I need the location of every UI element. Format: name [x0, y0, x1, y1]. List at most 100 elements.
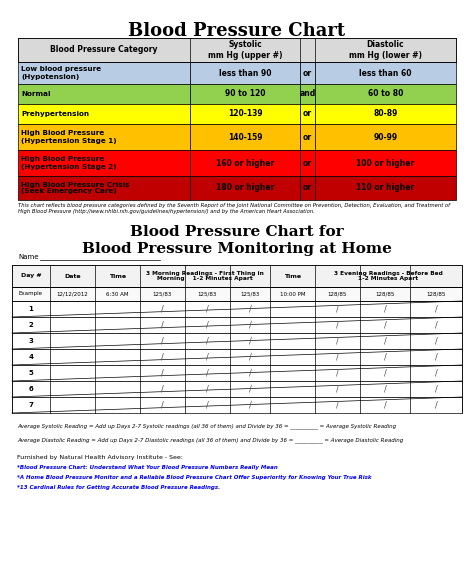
Text: /: /	[435, 336, 438, 346]
Text: 110 or higher: 110 or higher	[356, 184, 415, 192]
Text: 100 or higher: 100 or higher	[356, 158, 415, 168]
FancyBboxPatch shape	[18, 84, 190, 104]
Text: /: /	[435, 385, 438, 393]
Text: /: /	[336, 400, 339, 410]
Text: /: /	[383, 305, 386, 313]
Text: Average Diastolic Reading = Add up Days 2-7 Diastolic readings (all 36 of them) : Average Diastolic Reading = Add up Days …	[17, 437, 403, 443]
Text: /: /	[206, 369, 209, 377]
Text: *13 Cardinal Rules for Getting Accurate Blood Pressure Readings.: *13 Cardinal Rules for Getting Accurate …	[17, 485, 220, 490]
Text: or: or	[303, 158, 312, 168]
Text: /: /	[336, 353, 339, 362]
Text: *A Home Blood Pressure Monitor and a Reliable Blood Pressure Chart Offer Superio: *A Home Blood Pressure Monitor and a Rel…	[17, 475, 372, 480]
Text: /: /	[248, 353, 251, 362]
FancyBboxPatch shape	[190, 124, 300, 150]
Text: 125/83: 125/83	[198, 291, 217, 297]
Text: /: /	[383, 320, 386, 329]
Text: /: /	[248, 369, 251, 377]
FancyBboxPatch shape	[315, 176, 456, 200]
Text: /: /	[161, 320, 164, 329]
Text: /: /	[435, 369, 438, 377]
Text: 128/85: 128/85	[328, 291, 347, 297]
Text: 3 Evening Readings - Before Bed
1-2 Minutes Apart: 3 Evening Readings - Before Bed 1-2 Minu…	[334, 271, 443, 282]
Text: /: /	[383, 400, 386, 410]
Text: /: /	[383, 369, 386, 377]
Text: Blood Pressure Category: Blood Pressure Category	[50, 46, 158, 55]
FancyBboxPatch shape	[12, 301, 462, 317]
Text: High Blood Pressure
(Hypertension Stage 1): High Blood Pressure (Hypertension Stage …	[21, 131, 117, 143]
Text: /: /	[383, 353, 386, 362]
Text: 5: 5	[28, 370, 33, 376]
FancyBboxPatch shape	[18, 104, 190, 124]
FancyBboxPatch shape	[300, 104, 315, 124]
Text: /: /	[248, 336, 251, 346]
FancyBboxPatch shape	[18, 176, 190, 200]
Text: /: /	[383, 385, 386, 393]
FancyBboxPatch shape	[300, 62, 315, 84]
FancyBboxPatch shape	[190, 84, 300, 104]
Text: 6: 6	[28, 386, 33, 392]
Text: /: /	[161, 369, 164, 377]
Text: or: or	[303, 69, 312, 78]
FancyBboxPatch shape	[315, 150, 456, 176]
Text: Time: Time	[109, 274, 126, 279]
Text: Day #: Day #	[21, 274, 41, 279]
FancyBboxPatch shape	[12, 317, 462, 333]
Text: /: /	[435, 305, 438, 313]
FancyBboxPatch shape	[315, 62, 456, 84]
Text: /: /	[435, 400, 438, 410]
FancyBboxPatch shape	[315, 104, 456, 124]
Text: /: /	[161, 336, 164, 346]
FancyBboxPatch shape	[12, 333, 462, 349]
Text: Furnished by Natural Health Advisory Institute - See:: Furnished by Natural Health Advisory Ins…	[17, 455, 183, 460]
Text: /: /	[161, 305, 164, 313]
Text: 80-89: 80-89	[374, 109, 398, 119]
Text: 2: 2	[28, 322, 33, 328]
Text: 7: 7	[28, 402, 34, 408]
Text: 12/12/2012: 12/12/2012	[56, 291, 88, 297]
FancyBboxPatch shape	[12, 381, 462, 397]
FancyBboxPatch shape	[300, 124, 315, 150]
Text: Date: Date	[64, 274, 81, 279]
Text: /: /	[206, 320, 209, 329]
Text: 125/83: 125/83	[240, 291, 260, 297]
Text: 128/85: 128/85	[375, 291, 395, 297]
Text: 160 or higher: 160 or higher	[216, 158, 274, 168]
Text: /: /	[336, 336, 339, 346]
Text: Average Systolic Reading = Add up Days 2-7 Systolic readings (all 36 of them) an: Average Systolic Reading = Add up Days 2…	[17, 423, 396, 429]
Text: High Blood Pressure
(Hypertension Stage 2): High Blood Pressure (Hypertension Stage …	[21, 157, 117, 169]
Text: /: /	[206, 385, 209, 393]
Text: /: /	[206, 336, 209, 346]
Text: /: /	[336, 369, 339, 377]
Text: Name: Name	[18, 254, 38, 260]
FancyBboxPatch shape	[315, 84, 456, 104]
FancyBboxPatch shape	[300, 84, 315, 104]
Text: /: /	[161, 353, 164, 362]
Text: 10:00 PM: 10:00 PM	[280, 291, 305, 297]
Text: less than 90: less than 90	[219, 69, 271, 78]
FancyBboxPatch shape	[190, 150, 300, 176]
Text: /: /	[435, 353, 438, 362]
Text: /: /	[336, 305, 339, 313]
Text: /: /	[336, 385, 339, 393]
Text: Time: Time	[284, 274, 301, 279]
FancyBboxPatch shape	[18, 150, 190, 176]
Text: 3: 3	[28, 338, 34, 344]
Text: Example: Example	[19, 291, 43, 297]
Text: and: and	[300, 89, 316, 98]
Text: 1: 1	[28, 306, 34, 312]
Text: 120-139: 120-139	[228, 109, 262, 119]
Text: Normal: Normal	[21, 91, 51, 97]
FancyBboxPatch shape	[12, 287, 462, 301]
Text: 140-159: 140-159	[228, 132, 262, 142]
FancyBboxPatch shape	[18, 38, 456, 62]
FancyBboxPatch shape	[300, 176, 315, 200]
FancyBboxPatch shape	[12, 349, 462, 365]
FancyBboxPatch shape	[190, 62, 300, 84]
FancyBboxPatch shape	[190, 104, 300, 124]
Text: /: /	[161, 400, 164, 410]
Text: 128/85: 128/85	[426, 291, 446, 297]
Text: 125/83: 125/83	[153, 291, 172, 297]
Text: Systolic
mm Hg (upper #): Systolic mm Hg (upper #)	[208, 40, 282, 60]
Text: Blood Pressure Chart for
Blood Pressure Monitoring at Home: Blood Pressure Chart for Blood Pressure …	[82, 225, 392, 256]
Text: less than 60: less than 60	[359, 69, 412, 78]
